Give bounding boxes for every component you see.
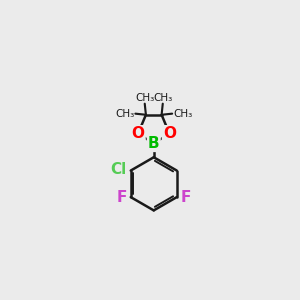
Text: F: F <box>117 190 127 205</box>
Text: CH₃: CH₃ <box>115 109 134 119</box>
Text: F: F <box>180 190 190 205</box>
Text: Cl: Cl <box>110 162 127 177</box>
Text: CH₃: CH₃ <box>153 92 172 103</box>
Text: O: O <box>131 126 145 141</box>
Text: B: B <box>148 136 160 151</box>
Text: CH₃: CH₃ <box>173 109 193 119</box>
Text: O: O <box>163 126 176 141</box>
Text: CH₃: CH₃ <box>135 92 154 103</box>
